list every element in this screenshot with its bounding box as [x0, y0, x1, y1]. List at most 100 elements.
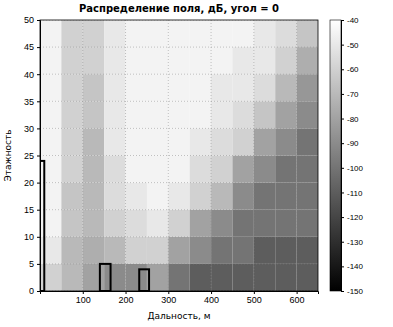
grid-line [40, 182, 318, 183]
tick: 50 [24, 15, 40, 25]
heat-cell [83, 237, 104, 264]
heat-cell [232, 183, 253, 210]
heat-cell [168, 128, 189, 155]
heat-cell [232, 74, 253, 101]
tick-label: 45 [24, 42, 34, 52]
heat-cell [40, 183, 61, 210]
building [100, 264, 111, 291]
tick-mark [37, 237, 40, 238]
tick-label: -110 [347, 189, 363, 198]
tick-label: 0 [29, 286, 34, 296]
tick: 25 [24, 151, 40, 161]
tick-label: 15 [24, 205, 34, 215]
heat-cell [40, 101, 61, 128]
tick-label: 200 [119, 295, 134, 305]
tick: 40 [24, 70, 40, 80]
tick-mark [37, 183, 40, 184]
tick-mark [341, 168, 344, 169]
heat-cell [190, 47, 211, 74]
tick-mark [254, 291, 255, 294]
grid-line [40, 209, 318, 210]
tick: 200 [119, 291, 134, 305]
grid-line [40, 155, 318, 156]
tick-mark [37, 128, 40, 129]
heat-cell [254, 237, 275, 264]
heat-cell [104, 210, 125, 237]
tick-mark [341, 217, 344, 218]
heat-cell [83, 74, 104, 101]
heat-cell [104, 47, 125, 74]
x-axis: 100200300400500600 [41, 291, 319, 305]
plot-area [40, 20, 318, 291]
tick: 20 [24, 178, 40, 188]
heat-cell [211, 264, 232, 291]
heat-cell [254, 128, 275, 155]
heat-cell [147, 101, 168, 128]
heat-cell [104, 237, 125, 264]
heat-cell [40, 20, 61, 47]
heat-cell [126, 183, 147, 210]
heat-cell [61, 128, 82, 155]
heat-cell [190, 101, 211, 128]
tick-label: 20 [24, 178, 34, 188]
tick-mark [341, 94, 344, 95]
heat-cell [147, 183, 168, 210]
heat-cell [190, 210, 211, 237]
heat-cell [297, 183, 318, 210]
tick-label: -80 [347, 115, 359, 124]
heat-cell [40, 156, 61, 183]
heat-cell [104, 183, 125, 210]
tick-label: 10 [24, 232, 34, 242]
tick: -50 [341, 41, 359, 50]
heat-cell [254, 210, 275, 237]
heat-cell [40, 128, 61, 155]
tick-mark [37, 291, 40, 292]
colorbar [330, 20, 341, 291]
grid-line [168, 20, 169, 291]
heat-cell [83, 20, 104, 47]
tick-mark [341, 20, 344, 21]
tick-label: 35 [24, 97, 34, 107]
tick-label: 30 [24, 124, 34, 134]
tick-mark [37, 156, 40, 157]
heat-cell [232, 237, 253, 264]
tick: -70 [341, 90, 359, 99]
tick: 30 [24, 124, 40, 134]
heat-cell [168, 183, 189, 210]
heat-cell [275, 183, 296, 210]
heat-cell [275, 264, 296, 291]
heat-cell [254, 47, 275, 74]
heat-cell [126, 128, 147, 155]
heat-cell [40, 237, 61, 264]
heat-cell [275, 210, 296, 237]
heat-cell [254, 20, 275, 47]
tick-mark [168, 291, 169, 294]
heat-cell [83, 264, 104, 291]
heat-cell [190, 264, 211, 291]
grid-line [40, 74, 318, 75]
chart: 10020030040050060005101520253035404550Ра… [0, 0, 393, 327]
heat-cell [297, 20, 318, 47]
heat-cell [232, 101, 253, 128]
heat-cell [254, 264, 275, 291]
tick-mark [37, 264, 40, 265]
heat-cell [147, 47, 168, 74]
heat-cell [297, 128, 318, 155]
heat-cell [61, 74, 82, 101]
tick-label: -120 [347, 213, 364, 222]
heat-cell [61, 101, 82, 128]
tick-label: 5 [29, 259, 34, 269]
plot-frame [40, 20, 318, 291]
heat-cell [211, 47, 232, 74]
tick-label: -90 [347, 139, 359, 148]
tick: 500 [247, 291, 262, 305]
heat-cell [83, 210, 104, 237]
heat-cell [83, 101, 104, 128]
heat-cell [254, 183, 275, 210]
tick-mark [341, 291, 344, 292]
y-axis-title: Этажность [3, 129, 13, 181]
heat-cell [104, 128, 125, 155]
heat-cell [211, 128, 232, 155]
tick: -60 [341, 65, 359, 74]
tick-label: -40 [347, 16, 359, 25]
